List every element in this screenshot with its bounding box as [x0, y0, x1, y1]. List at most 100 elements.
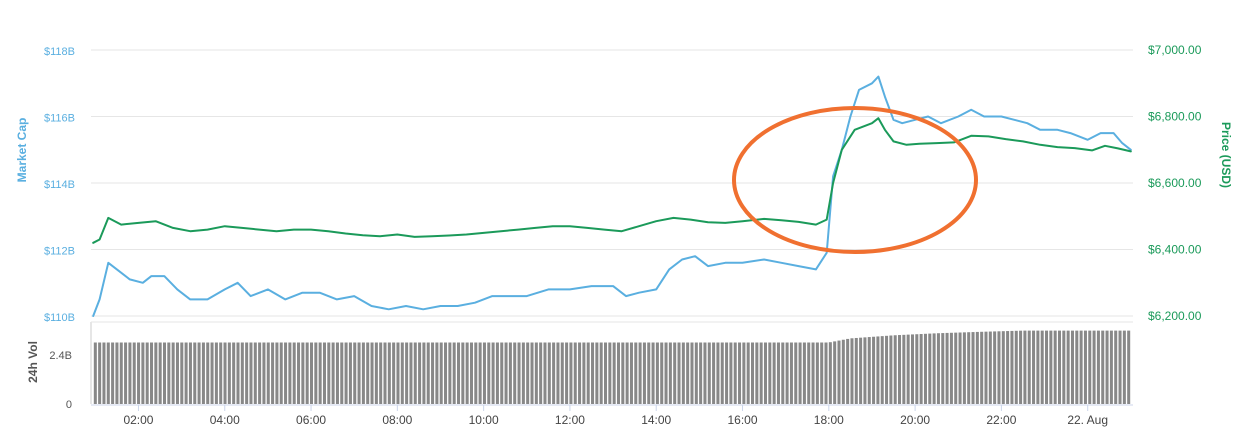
- volume-bar: [621, 342, 625, 404]
- volume-bar: [725, 342, 729, 404]
- volume-bar: [872, 336, 876, 404]
- volume-bar: [919, 334, 923, 404]
- volume-bar: [1027, 330, 1031, 404]
- volume-bar: [751, 342, 755, 404]
- volume-bar: [664, 342, 668, 404]
- volume-bar: [651, 342, 655, 404]
- volume-bar: [1122, 330, 1126, 404]
- volume-bar: [495, 342, 499, 404]
- volume-bar: [859, 337, 863, 404]
- volume-bar: [383, 342, 387, 404]
- volume-bar: [318, 342, 322, 404]
- volume-bar: [980, 331, 984, 404]
- volume-bar: [1079, 330, 1083, 404]
- volume-bar: [465, 342, 469, 404]
- volume-bar: [1040, 330, 1044, 404]
- volume-bar: [1066, 330, 1070, 404]
- volume-bar: [478, 342, 482, 404]
- volume-bar: [863, 337, 867, 404]
- volume-bar: [776, 342, 780, 404]
- volume-bar: [543, 342, 547, 404]
- volume-bar: [1023, 330, 1027, 404]
- x-tick-label: 08:00: [382, 413, 412, 427]
- volume-bar: [171, 342, 175, 404]
- x-tick-label: 22. Aug: [1067, 413, 1108, 427]
- volume-bar: [997, 331, 1001, 404]
- volume-bar: [781, 342, 785, 404]
- volume-bar: [539, 342, 543, 404]
- volume-bar: [949, 332, 953, 404]
- volume-bar: [885, 335, 889, 404]
- volume-bar: [456, 342, 461, 404]
- volume-bar: [240, 342, 244, 404]
- volume-bar: [98, 342, 102, 404]
- volume-bar: [431, 342, 435, 404]
- volume-bar: [1118, 330, 1122, 404]
- volume-bar: [379, 342, 383, 404]
- volume-bar: [184, 342, 188, 404]
- volume-bar: [962, 332, 966, 404]
- volume-bar: [1127, 330, 1131, 404]
- volume-bar: [690, 342, 694, 404]
- volume-bar: [876, 336, 880, 404]
- volume-bar: [910, 334, 915, 404]
- volume-bar: [941, 333, 945, 404]
- volume-bar: [474, 342, 478, 404]
- volume-bar: [768, 342, 772, 404]
- volume-bar: [707, 342, 711, 404]
- volume-bar: [807, 342, 811, 404]
- volume-bar: [703, 342, 707, 404]
- volume-bar: [923, 333, 927, 404]
- volume-bar: [301, 342, 305, 404]
- volume-bar: [716, 342, 720, 404]
- volume-bar: [1088, 330, 1092, 404]
- volume-bar: [236, 342, 240, 404]
- volume-bar: [625, 342, 629, 404]
- volume-bar: [534, 342, 538, 404]
- volume-bar: [409, 342, 413, 404]
- volume-bar: [988, 331, 992, 404]
- volume-bar: [1062, 330, 1066, 404]
- volume-bar: [889, 335, 893, 404]
- volume-bar: [530, 342, 534, 404]
- volume-bar: [798, 342, 802, 404]
- volume-bar: [720, 342, 724, 404]
- volume-bar: [681, 342, 685, 404]
- volume-bar: [785, 342, 789, 404]
- left-axis-title: Market Cap: [15, 118, 29, 183]
- volume-bar: [167, 342, 171, 404]
- x-tick-label: 10:00: [469, 413, 499, 427]
- volume-bar: [452, 342, 456, 404]
- volume-bar: [214, 342, 218, 404]
- volume-bar: [616, 342, 620, 404]
- volume-bar: [357, 342, 361, 404]
- volume-bar: [232, 342, 236, 404]
- volume-bar: [1075, 330, 1079, 404]
- volume-bar: [828, 342, 832, 404]
- volume-bar: [193, 342, 197, 404]
- volume-bar: [599, 342, 603, 404]
- volume-bar: [284, 342, 288, 404]
- volume-bar: [975, 331, 979, 404]
- x-tick-label: 18:00: [814, 413, 844, 427]
- highlight-ellipse: [732, 106, 978, 254]
- volume-bar: [124, 342, 128, 404]
- volume-bar: [508, 342, 512, 404]
- volume-bar: [132, 342, 136, 404]
- volume-bar: [578, 342, 582, 404]
- volume-bar: [612, 342, 616, 404]
- volume-bar: [608, 342, 612, 404]
- volume-bar: [245, 342, 249, 404]
- volume-bar: [694, 342, 698, 404]
- volume-bar: [668, 342, 672, 404]
- volume-bar: [898, 335, 902, 404]
- volume-bar: [867, 337, 871, 404]
- volume-bar: [841, 339, 845, 404]
- volume-bar: [794, 342, 798, 404]
- volume-bar: [586, 342, 590, 404]
- volume-bar: [344, 342, 348, 404]
- x-tick-label: 06:00: [296, 413, 326, 427]
- volume-bar: [128, 342, 132, 404]
- volume-bar: [595, 342, 599, 404]
- volume-bar: [119, 342, 123, 404]
